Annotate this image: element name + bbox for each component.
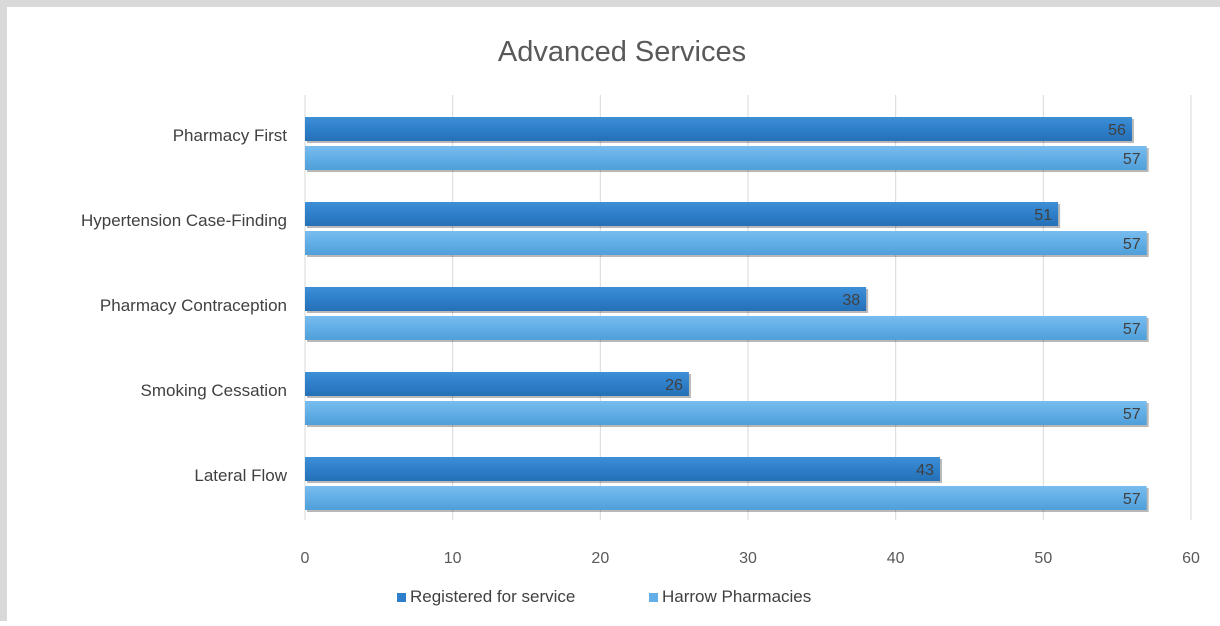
data-label: 57: [1123, 321, 1141, 338]
x-tick-label: 40: [887, 550, 905, 567]
x-tick-label: 0: [301, 550, 310, 567]
legend-swatch: [397, 593, 406, 602]
bar-harrow: [305, 146, 1147, 170]
bar-harrow: [305, 401, 1147, 425]
data-label: 57: [1123, 406, 1141, 423]
data-label: 38: [842, 292, 860, 309]
category-label: Pharmacy Contraception: [100, 296, 287, 315]
category-label: Lateral Flow: [194, 466, 287, 485]
category-label: Pharmacy First: [173, 126, 288, 145]
category-label: Smoking Cessation: [141, 381, 287, 400]
x-tick-label: 30: [739, 550, 757, 567]
bar-registered: [305, 372, 689, 396]
x-tick-label: 10: [444, 550, 462, 567]
bar-harrow: [305, 486, 1147, 510]
bar-registered: [305, 287, 867, 311]
data-label: 57: [1123, 491, 1141, 508]
bar-harrow: [305, 316, 1147, 340]
x-tick-label: 20: [591, 550, 609, 567]
data-label: 43: [916, 462, 934, 479]
x-tick-label: 60: [1182, 550, 1200, 567]
data-label: 57: [1123, 151, 1141, 168]
bar-registered: [305, 457, 940, 481]
category-label: Hypertension Case-Finding: [81, 211, 287, 230]
data-label: 57: [1123, 236, 1141, 253]
data-label: 56: [1108, 122, 1126, 139]
bar-registered: [305, 202, 1059, 226]
data-label: 51: [1034, 207, 1052, 224]
data-label: 26: [665, 377, 683, 394]
legend-swatch: [649, 593, 658, 602]
chart-title: Advanced Services: [498, 36, 746, 68]
bar-harrow: [305, 231, 1147, 255]
legend-label: Registered for service: [410, 587, 575, 606]
legend-label: Harrow Pharmacies: [662, 587, 811, 606]
bar-registered: [305, 117, 1132, 141]
bar-chart: Advanced Services 56 57 51 57 38 57 26 57 43 57 P…: [81, 36, 1200, 606]
x-tick-label: 50: [1034, 550, 1052, 567]
